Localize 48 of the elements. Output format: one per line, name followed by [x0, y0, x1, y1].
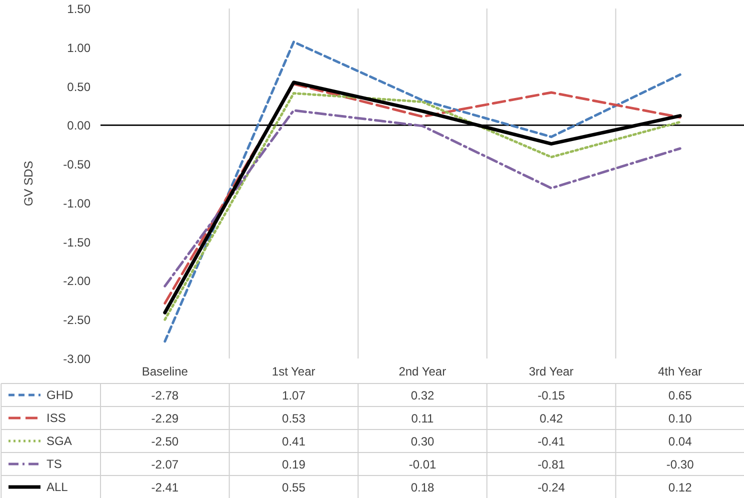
line-series — [164, 109, 682, 288]
data-label: -2.41 — [151, 480, 179, 494]
y-tick-label: -2.50 — [63, 313, 91, 328]
data-label: -2.50 — [151, 434, 179, 448]
y-tick-label: 0.50 — [67, 80, 91, 94]
x-tick-label: Baseline — [142, 364, 188, 378]
legend-label: ALL — [46, 480, 68, 494]
x-tick-label: 3rd Year — [528, 364, 574, 378]
x-tick-label: 2nd Year — [398, 364, 446, 378]
data-label: 0.12 — [668, 480, 692, 494]
data-label: 0.53 — [282, 412, 306, 426]
data-label: 0.41 — [282, 434, 306, 448]
data-label: -2.07 — [151, 458, 179, 472]
y-tick-label: -1.50 — [63, 235, 91, 250]
data-label: 0.32 — [410, 388, 435, 402]
legend-label: GHD — [46, 388, 74, 402]
y-tick-label: -1.00 — [63, 196, 91, 210]
data-label: -0.30 — [666, 458, 694, 472]
data-label: 0.42 — [540, 412, 564, 426]
data-label: -2.29 — [151, 412, 179, 426]
y-tick-label: 0.00 — [67, 118, 91, 133]
y-tick-label: -2.00 — [63, 274, 91, 288]
x-tick-label: 4th Year — [658, 364, 702, 378]
y-tick-label: 1.00 — [67, 40, 91, 55]
data-label: -0.15 — [538, 388, 566, 402]
data-label: -0.41 — [538, 434, 566, 448]
data-label: 0.10 — [668, 412, 692, 426]
legend-label: TS — [46, 457, 62, 471]
data-label: 0.18 — [410, 480, 435, 494]
legend-label: SGA — [46, 434, 72, 448]
data-label: 1.07 — [282, 388, 306, 402]
legend-label: ISS — [46, 411, 66, 425]
line-series — [164, 40, 682, 343]
data-label: -0.81 — [538, 458, 566, 472]
data-label: -0.24 — [538, 480, 566, 494]
data-label: 0.11 — [411, 412, 434, 426]
data-label: 0.30 — [410, 434, 435, 448]
data-label: -0.01 — [408, 458, 436, 472]
data-label: 0.55 — [282, 480, 306, 494]
data-label: 0.19 — [282, 458, 306, 472]
y-axis-title: GV SDS — [22, 160, 36, 206]
data-label: 0.04 — [668, 434, 692, 448]
data-label: -2.78 — [151, 388, 179, 402]
x-tick-label: 1st Year — [272, 364, 316, 378]
data-label: 0.65 — [668, 388, 692, 402]
y-tick-label: -0.50 — [63, 158, 91, 172]
y-tick-label: -3.00 — [63, 352, 91, 366]
y-tick-label: 1.50 — [67, 2, 91, 16]
